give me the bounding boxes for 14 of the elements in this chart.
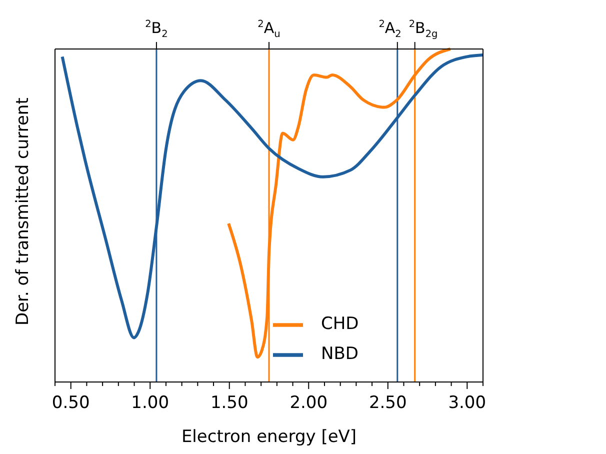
ref-line-label: $^{2}$A$_{2}$ <box>378 19 402 40</box>
legend-label: CHD <box>321 314 359 334</box>
ref-line-label: $^{2}$B$_{2g}$ <box>408 19 438 40</box>
x-tick-label: 0.50 <box>52 393 90 413</box>
x-tick-label: 2.00 <box>290 393 328 413</box>
x-axis-title: Electron energy [eV] <box>181 427 357 447</box>
x-tick-label: 1.50 <box>210 393 248 413</box>
y-axis-title: Der. of transmitted current <box>13 97 34 326</box>
ref-line-label: $^{2}$B$_{2}$ <box>145 19 168 40</box>
x-tick-label: 3.00 <box>448 393 486 413</box>
x-tick-label: 2.50 <box>368 393 407 413</box>
ref-line-label: $^{2}$A$_{u}$ <box>258 19 280 40</box>
legend-label: NBD <box>321 344 358 364</box>
x-tick-label: 1.00 <box>131 393 170 413</box>
